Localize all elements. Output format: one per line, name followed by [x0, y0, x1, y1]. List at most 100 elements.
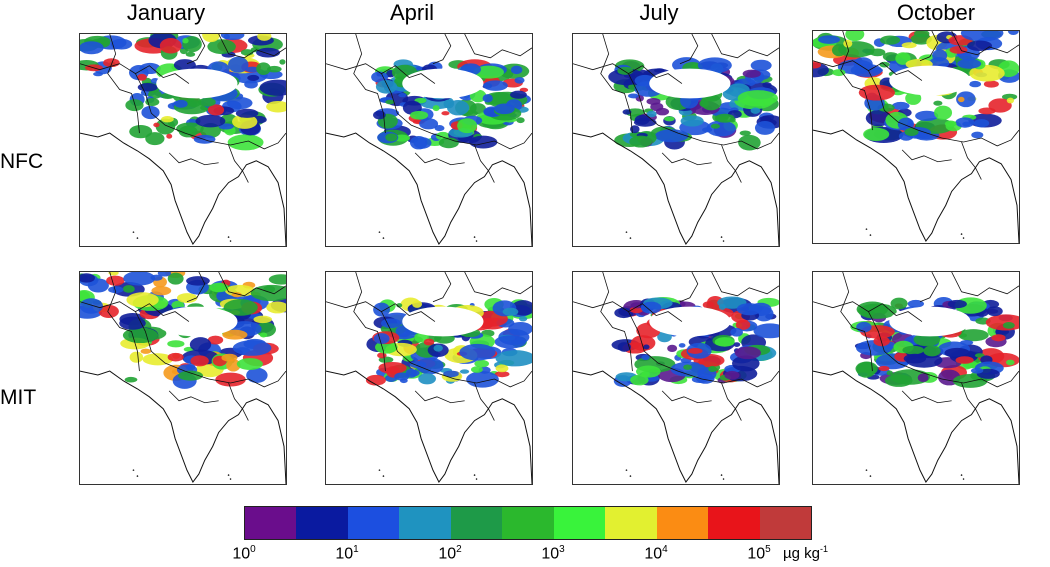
field-patch — [218, 123, 234, 130]
field-patch — [473, 65, 504, 79]
country-border — [919, 272, 939, 303]
field-patch — [108, 286, 124, 294]
field-patch — [373, 110, 386, 120]
field-patch — [683, 364, 692, 370]
field-patch — [266, 301, 286, 314]
field-patch — [845, 31, 865, 42]
field-patch — [897, 117, 915, 131]
field-patch — [863, 127, 890, 141]
country-border — [432, 34, 452, 65]
field-patch — [167, 340, 185, 348]
field-patch — [222, 329, 248, 340]
field-patch — [947, 299, 967, 309]
column-title-july: July — [639, 0, 679, 25]
field-patch — [157, 272, 172, 277]
field-patch — [697, 57, 732, 74]
field-patch — [153, 122, 160, 128]
field-patch — [413, 137, 432, 149]
field-patch — [412, 300, 423, 308]
field-patch — [734, 346, 761, 360]
island-dot — [229, 240, 232, 242]
coastline — [573, 132, 779, 246]
field-patch — [221, 353, 238, 362]
country-border — [901, 149, 952, 163]
country-border — [474, 382, 495, 421]
field-patch — [268, 274, 286, 285]
country-border — [951, 272, 1019, 297]
field-patch — [691, 375, 708, 384]
field-patch — [385, 99, 395, 105]
field-patch — [974, 353, 985, 358]
field-patch — [122, 327, 159, 344]
field-patch — [459, 369, 470, 374]
field-patch — [633, 118, 657, 127]
country-border — [600, 34, 633, 134]
field-patch — [129, 351, 144, 363]
field-patch — [186, 276, 210, 286]
island-dot — [475, 478, 478, 480]
colorbar-segment-6 — [553, 507, 606, 539]
field-patch — [151, 286, 172, 296]
island-dot — [475, 240, 478, 242]
colorbar-tick-4: 104 — [644, 544, 668, 563]
field-patch — [905, 91, 922, 105]
coastline — [573, 370, 779, 484]
coastline — [326, 132, 532, 246]
country-border — [135, 311, 286, 388]
field-patch — [385, 133, 398, 142]
country-border — [414, 390, 465, 404]
field-patch — [915, 110, 939, 122]
field-patch — [904, 127, 919, 137]
field-patch — [510, 90, 527, 99]
field-patch — [886, 370, 893, 376]
field-patch — [629, 135, 653, 148]
field-patch — [510, 65, 523, 75]
map-svg — [80, 272, 286, 484]
island-dot — [382, 475, 385, 477]
field-patch — [232, 114, 258, 129]
desert-blank-region — [156, 306, 238, 337]
field-patch — [991, 334, 1006, 342]
country-border — [961, 382, 982, 421]
island-dot — [625, 469, 628, 471]
country-border — [711, 272, 779, 297]
field-patch — [1001, 93, 1018, 101]
field-patch — [917, 373, 929, 383]
field-patch — [944, 120, 957, 127]
field-patch — [901, 42, 917, 49]
colorbar-segment-5 — [502, 507, 554, 539]
field-patch — [396, 303, 403, 308]
field-patch — [895, 52, 911, 65]
island-dot — [378, 469, 381, 471]
field-patch — [923, 345, 941, 357]
field-patch — [934, 105, 953, 120]
country-border — [80, 301, 190, 322]
island-dot — [865, 469, 868, 471]
column-title-january: January — [126, 0, 206, 25]
field-patch — [190, 355, 209, 367]
field-patch — [957, 96, 965, 103]
row-label-mit: MIT — [0, 386, 37, 409]
field-patch — [166, 133, 173, 139]
coastline — [80, 132, 286, 246]
field-patch — [494, 371, 510, 378]
map-svg — [326, 34, 532, 246]
country-border — [228, 382, 249, 421]
field-patch — [949, 46, 968, 54]
field-patch — [617, 342, 631, 352]
field-patch — [882, 52, 900, 62]
field-patch — [255, 322, 276, 337]
country-border — [573, 63, 683, 84]
country-border — [661, 390, 712, 404]
coastline — [813, 370, 1019, 484]
field-patch — [879, 35, 901, 45]
field-patch — [737, 90, 779, 107]
field-patch — [185, 51, 196, 57]
colorbar-segment-10 — [759, 507, 811, 539]
field-patch — [106, 275, 125, 286]
field-patch — [93, 71, 103, 77]
field-patch — [646, 110, 657, 118]
field-patch — [209, 282, 229, 293]
field-patch — [700, 94, 722, 111]
field-patch — [907, 299, 925, 308]
